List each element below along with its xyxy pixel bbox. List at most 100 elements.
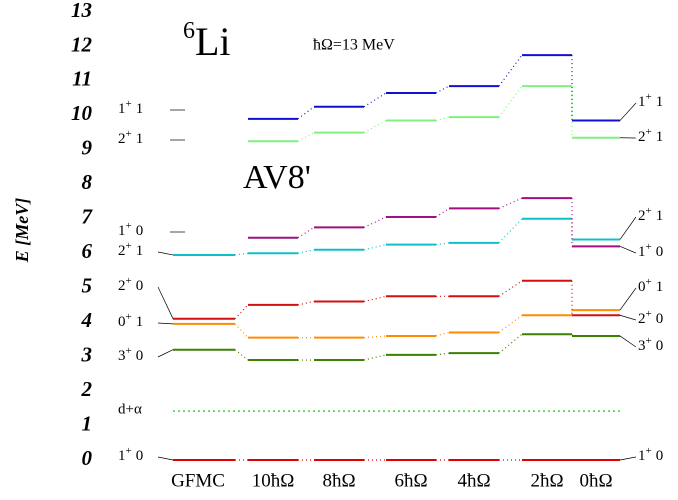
connector <box>363 335 387 339</box>
y-tick-label: 0 <box>82 446 93 470</box>
spin: 2 <box>638 208 646 224</box>
mass-number: 6 <box>183 18 195 44</box>
spin: 2 <box>118 131 126 147</box>
connector <box>297 132 315 142</box>
y-tick-label: 10 <box>71 101 93 125</box>
connector <box>498 280 523 297</box>
spin: 2 <box>638 311 646 327</box>
y-axis-label: E [MeV] <box>12 198 32 264</box>
threshold-label: d+α <box>118 401 142 417</box>
label-leader <box>157 322 174 325</box>
connector <box>363 354 387 361</box>
level-label: 2+ 1 <box>118 128 143 148</box>
level-label: 1+ 1 <box>118 98 143 118</box>
connector <box>363 120 387 134</box>
x-tick-label: 10ħΩ <box>252 470 295 491</box>
connector <box>498 54 523 87</box>
level-label: 2+ 1 <box>638 205 663 225</box>
level-label: 1+ 0 <box>638 445 663 465</box>
level-label: 3+ 0 <box>638 335 663 355</box>
isospin: 1 <box>136 101 144 117</box>
spin: 3 <box>638 338 646 354</box>
label-leader <box>619 335 637 348</box>
connector <box>498 333 523 354</box>
x-tick-label: 2ħΩ <box>530 470 563 491</box>
parity: + <box>646 445 652 457</box>
isospin: 1 <box>136 314 144 330</box>
parity: + <box>126 98 132 110</box>
isospin: 0 <box>136 278 144 294</box>
spin: 1 <box>118 448 126 464</box>
connector <box>498 218 523 244</box>
connector <box>498 85 523 118</box>
x-tick-label: 0ħΩ <box>579 470 612 491</box>
connector <box>435 242 450 246</box>
y-tick-label: 2 <box>81 377 93 401</box>
label-leader <box>157 286 174 319</box>
parity: + <box>126 445 132 457</box>
label-leader <box>157 456 174 461</box>
isospin: 0 <box>136 223 144 239</box>
isospin: 1 <box>656 279 664 295</box>
isospin: 0 <box>656 448 664 464</box>
connector <box>297 106 315 120</box>
connector <box>363 92 387 108</box>
chart-title: 6Li <box>183 18 231 65</box>
y-tick-label: 5 <box>82 274 93 298</box>
connector <box>363 216 387 228</box>
spin: 1 <box>118 101 126 117</box>
isospin: 0 <box>136 348 144 364</box>
connector <box>498 197 523 209</box>
x-tick-label: GFMC <box>171 470 225 491</box>
y-tick-label: 6 <box>82 239 93 263</box>
connector <box>234 323 249 339</box>
level-label: 2+ 0 <box>638 308 663 328</box>
isospin: 0 <box>136 448 144 464</box>
y-tick-label: 13 <box>71 0 92 22</box>
connector <box>498 314 523 333</box>
level-label: 0+ 1 <box>118 311 143 331</box>
parity: + <box>126 128 132 140</box>
spin: 2 <box>638 129 646 145</box>
level-label: 3+ 0 <box>118 345 143 365</box>
parity: + <box>646 91 652 103</box>
isospin: 0 <box>656 244 664 260</box>
parity: + <box>646 126 652 138</box>
y-tick-label: 3 <box>81 342 93 366</box>
interaction: AV8' <box>243 159 311 196</box>
label-leader <box>619 216 637 240</box>
label-leader <box>619 314 637 321</box>
y-tick-label: 1 <box>82 411 93 435</box>
level-label: 0+ 1 <box>638 276 663 296</box>
connector <box>297 226 315 239</box>
connector <box>363 295 387 303</box>
label-leader <box>619 456 637 461</box>
y-tick-label: 8 <box>82 170 93 194</box>
spin: 1 <box>638 244 646 260</box>
y-tick-label: 7 <box>82 205 94 229</box>
connector <box>435 352 450 356</box>
y-tick-label: 4 <box>81 308 93 332</box>
spin: 1 <box>638 94 646 110</box>
parity: + <box>126 240 132 252</box>
label-leader <box>619 246 637 254</box>
parity: + <box>646 276 652 288</box>
parity: + <box>126 345 132 357</box>
spin: 2 <box>118 278 126 294</box>
connector <box>297 300 315 306</box>
y-tick-label: 12 <box>71 32 93 56</box>
x-tick-label: 4ħΩ <box>457 470 490 491</box>
level-label: 1+ 0 <box>118 220 143 240</box>
connector <box>234 304 249 320</box>
connector <box>435 331 450 337</box>
isospin: 0 <box>656 338 664 354</box>
connector <box>234 252 249 256</box>
parity: + <box>126 220 132 232</box>
isospin: 1 <box>136 131 144 147</box>
label-leader <box>157 251 174 256</box>
spin: 1 <box>118 223 126 239</box>
label-leader <box>157 349 174 358</box>
parity: + <box>126 311 132 323</box>
parity: + <box>646 308 652 320</box>
x-tick-label: 6ħΩ <box>394 470 427 491</box>
